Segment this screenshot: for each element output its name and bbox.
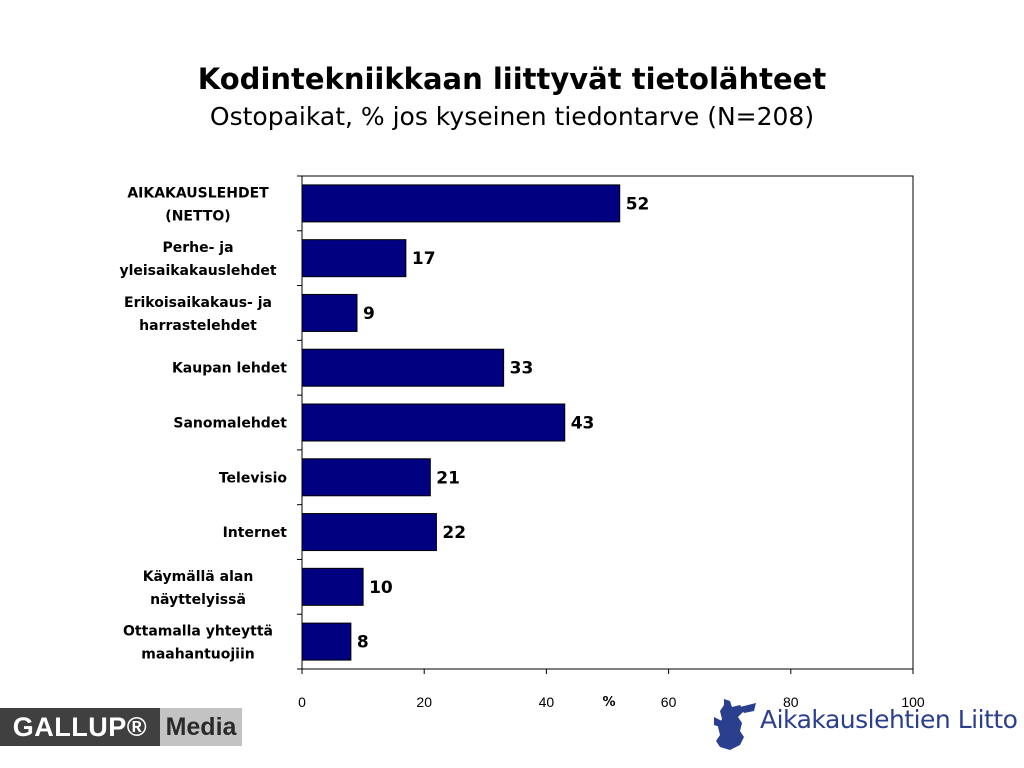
x-axis-label: % (602, 695, 615, 710)
bar (301, 458, 431, 497)
bars-layer (301, 184, 621, 661)
bar (301, 622, 352, 661)
chart-title: Kodintekniikkaan liittyvät tietolähteet (197, 62, 827, 96)
gallup-logo-text: GALLUP® (0, 708, 160, 746)
bar (301, 513, 437, 552)
category-label: Erikoisaikakaus- ja (124, 295, 272, 311)
category-label: harrastelehdet (139, 318, 257, 334)
bar (301, 293, 358, 332)
gallup-media-logo: GALLUP® Media (0, 708, 242, 746)
bar (301, 567, 364, 606)
chart-subtitle: Ostopaikat, % jos kyseinen tiedontarve (… (209, 102, 815, 131)
category-label: yleisaikakauslehdet (119, 263, 276, 279)
category-label: Kaupan lehdet (172, 361, 287, 377)
x-tick-label: 20 (416, 694, 432, 710)
bar (301, 184, 621, 223)
category-label: näyttelyissä (150, 592, 246, 608)
category-label: Käymällä alan (143, 569, 254, 585)
x-tick-label: 60 (661, 694, 677, 710)
x-tick-label: 0 (298, 694, 306, 710)
value-label: 52 (626, 194, 650, 214)
value-label: 33 (510, 359, 534, 379)
media-logo-text: Media (160, 708, 242, 746)
labels-layer: 52 AIKAKAUSLEHDET (NETTO) 17 Perhe- ja yleisa… (119, 185, 924, 710)
value-label: 10 (369, 578, 393, 598)
category-label: Perhe- ja (162, 240, 233, 256)
x-tick-label: 80 (783, 694, 799, 710)
bar (301, 348, 505, 387)
x-tick-label: 40 (539, 694, 555, 710)
category-label: maahantuojiin (141, 647, 255, 663)
value-label: 17 (412, 249, 436, 269)
category-label: AIKAKAUSLEHDET (127, 185, 269, 201)
category-label: Internet (223, 525, 288, 541)
value-label: 8 (357, 633, 369, 653)
x-tick-label: 100 (901, 694, 925, 710)
value-label: 21 (436, 468, 460, 488)
value-label: 43 (571, 414, 595, 434)
bar (301, 239, 407, 278)
aikakauslehtien-liitto-logo: Aikakauslehtien Liitto (708, 695, 1018, 755)
plot-frame (301, 175, 914, 670)
category-label: Ottamalla yhteyttä (123, 624, 273, 640)
finland-map-icon (714, 699, 756, 750)
aikakauslehtien-liitto-text: Aikakauslehtien Liitto (760, 705, 1018, 734)
value-label: 9 (363, 304, 375, 324)
bar (301, 403, 566, 442)
category-label: Televisio (219, 470, 288, 486)
category-label: (NETTO) (165, 208, 230, 224)
category-label: Sanomalehdet (173, 416, 287, 432)
value-label: 22 (442, 523, 466, 543)
ticks-layer (297, 175, 914, 674)
